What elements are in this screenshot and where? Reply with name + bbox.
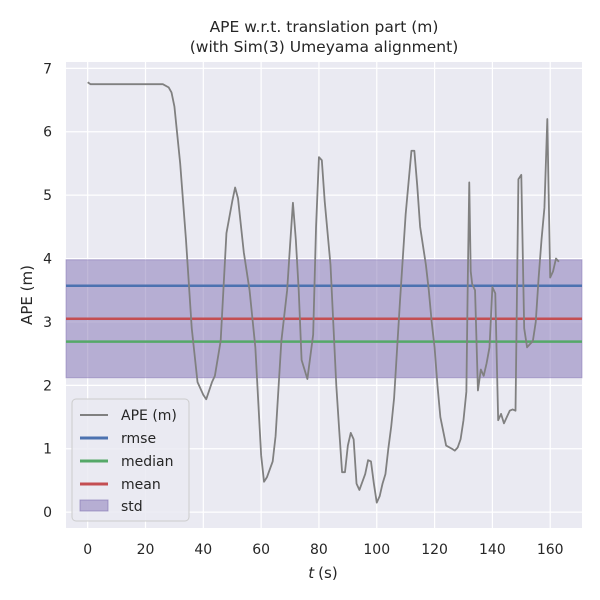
y-tick-label: 2 bbox=[43, 378, 52, 394]
legend-label-ape: APE (m) bbox=[121, 408, 177, 424]
legend-box bbox=[71, 398, 190, 522]
x-tick-label: 80 bbox=[310, 542, 328, 558]
x-tick-label: 140 bbox=[479, 542, 506, 558]
legend-swatch-std bbox=[79, 499, 109, 512]
y-tick-label: 4 bbox=[43, 252, 52, 268]
y-axis-label: APE (m) bbox=[18, 265, 36, 325]
y-tick-labels: 0 1 2 3 4 5 6 7 bbox=[43, 61, 52, 521]
y-tick-label: 0 bbox=[43, 505, 52, 521]
legend-label-std: std bbox=[121, 499, 143, 515]
x-tick-label: 40 bbox=[194, 542, 212, 558]
legend-label-mean: mean bbox=[121, 477, 161, 493]
legend-label-rmse: rmse bbox=[121, 431, 156, 447]
x-tick-label: 100 bbox=[363, 542, 390, 558]
x-tick-label: 0 bbox=[83, 542, 92, 558]
legend-label-median: median bbox=[121, 454, 173, 470]
y-tick-label: 7 bbox=[43, 61, 52, 77]
x-tick-labels: 0 20 40 60 80 100 120 140 160 bbox=[83, 542, 563, 558]
series-layer bbox=[87, 81, 560, 504]
x-axis-label-var: t bbox=[308, 564, 315, 582]
series-line-ape bbox=[87, 81, 560, 504]
y-tick-label: 3 bbox=[43, 315, 52, 331]
chart-title: APE w.r.t. translation part (m) bbox=[210, 18, 439, 36]
x-tick-label: 160 bbox=[537, 542, 564, 558]
y-tick-label: 5 bbox=[43, 188, 52, 204]
x-tick-label: 120 bbox=[421, 542, 448, 558]
x-tick-label: 20 bbox=[137, 542, 155, 558]
legend: APE (m) rmse median mean std bbox=[71, 398, 190, 522]
y-tick-label: 1 bbox=[43, 442, 52, 458]
x-axis-label: t (s) bbox=[308, 564, 337, 582]
x-tick-label: 60 bbox=[252, 542, 270, 558]
chart-subtitle: (with Sim(3) Umeyama alignment) bbox=[190, 38, 459, 56]
x-axis-label-unit: (s) bbox=[318, 564, 338, 582]
y-tick-label: 6 bbox=[43, 125, 52, 141]
